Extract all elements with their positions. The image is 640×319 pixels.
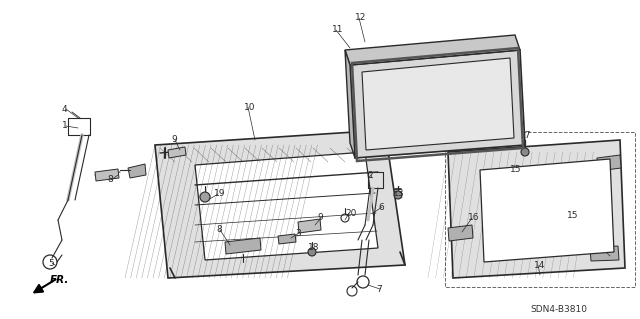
Text: 9: 9 [317,213,323,222]
Polygon shape [225,238,261,254]
Text: 6: 6 [378,203,384,211]
Circle shape [200,192,210,202]
Text: 17: 17 [520,130,531,139]
Polygon shape [298,219,321,233]
Text: 12: 12 [355,13,366,23]
Polygon shape [597,155,621,171]
Circle shape [521,148,529,156]
Polygon shape [480,159,614,262]
Circle shape [308,248,316,256]
Text: 11: 11 [332,26,344,34]
Polygon shape [448,140,625,278]
Text: 8: 8 [107,175,113,184]
Polygon shape [195,152,378,260]
Polygon shape [350,50,525,158]
Text: 9: 9 [171,136,177,145]
Text: SDN4-B3810: SDN4-B3810 [530,306,587,315]
Polygon shape [95,169,119,181]
Text: 8: 8 [216,226,221,234]
Text: 15: 15 [567,211,579,220]
Text: 14: 14 [534,261,545,270]
Polygon shape [448,225,473,241]
Circle shape [394,191,402,199]
Text: 10: 10 [244,102,255,112]
Text: FR.: FR. [50,275,69,285]
Text: 16: 16 [468,213,479,222]
Text: 3: 3 [295,228,301,238]
Text: 13: 13 [393,189,404,198]
Polygon shape [590,246,619,261]
Bar [445,132,635,287]
Text: 18: 18 [308,243,319,253]
Polygon shape [155,130,405,278]
Text: 20: 20 [345,209,356,218]
Text: 4: 4 [62,105,68,114]
Text: 5: 5 [48,258,54,268]
Text: 15: 15 [510,166,522,174]
Text: 7: 7 [376,285,381,293]
Polygon shape [345,50,355,158]
Polygon shape [128,164,146,178]
Polygon shape [362,58,514,150]
Polygon shape [278,234,296,244]
Text: 1: 1 [62,122,68,130]
Text: 2: 2 [367,170,372,180]
Text: 19: 19 [214,189,225,198]
Polygon shape [168,147,186,158]
Polygon shape [345,35,520,65]
